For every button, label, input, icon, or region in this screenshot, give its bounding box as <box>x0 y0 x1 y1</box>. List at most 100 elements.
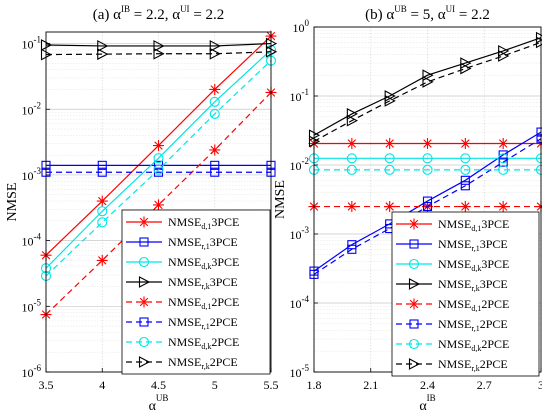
data-point <box>498 150 508 160</box>
data-point <box>497 137 509 149</box>
legend-label: NMSEr,k2PCE <box>438 357 508 373</box>
legend-label: NMSEd,k3PCE <box>438 257 509 273</box>
legend-label: NMSEr,12PCE <box>168 315 238 331</box>
legend-marker <box>409 239 419 249</box>
data-point <box>97 167 107 177</box>
data-point <box>209 40 221 52</box>
x-tick-label: 5 <box>212 378 218 392</box>
panel-title: (a) αIB = 2.2, αUI = 2.2 <box>93 4 225 23</box>
legend: NMSEd,13PCE NMSEr,13PCE NMSEd,k3PCE NMSEr,k… <box>121 209 271 375</box>
legend-item: NMSEr,12PCE <box>396 317 508 333</box>
data-point <box>209 83 221 95</box>
data-point <box>346 153 357 164</box>
legend-label: NMSEd,12PCE <box>438 297 509 313</box>
legend-box <box>121 209 271 375</box>
data-point <box>153 40 165 52</box>
y-tick-label: 10-2 <box>290 156 310 173</box>
data-point <box>459 201 471 213</box>
legend-label: NMSEd,k2PCE <box>168 335 239 351</box>
data-point <box>422 137 433 149</box>
legend-item: NMSEd,k2PCE <box>396 337 509 353</box>
legend-label: NMSEd,k3PCE <box>168 255 239 271</box>
legend-marker <box>408 338 420 350</box>
x-tick-label: 5.5 <box>264 378 279 392</box>
data-point <box>422 201 433 212</box>
legend-item: NMSEr,13PCE <box>126 235 238 251</box>
y-tick-label: 10-1 <box>22 35 42 52</box>
legend-label: NMSEr,k3PCE <box>168 275 238 291</box>
legend-item: NMSEd,12PCE <box>126 295 239 311</box>
series-line <box>45 49 272 269</box>
legend-item: NMSEd,k2PCE <box>126 335 239 351</box>
legend-label: NMSEd,k2PCE <box>438 337 509 353</box>
data-point <box>346 201 358 213</box>
data-point <box>153 140 164 152</box>
data-point <box>384 153 395 164</box>
legend-item: NMSEr,12PCE <box>126 315 238 331</box>
legend-marker <box>408 358 421 370</box>
y-tick-label: 10-4 <box>22 232 42 249</box>
chart-panel-b: 1.8 2.1 2.4 2.7 3 10-5 10-4 10-3 10-2 10-1 100 NMSE… <box>273 4 542 414</box>
x-tick-label: 4.5 <box>151 378 166 392</box>
data-point <box>209 144 221 156</box>
y-tick-label: 10-5 <box>290 363 310 380</box>
data-point <box>97 40 109 52</box>
x-tick-label: 3 <box>538 378 542 392</box>
series-line <box>313 41 542 142</box>
panel-title: (b) αUB = 5, αUI = 2.2 <box>365 4 490 23</box>
legend-box <box>391 211 540 377</box>
x-tick-label: 1.8 <box>307 378 322 392</box>
legend-item: NMSEd,12PCE <box>396 297 509 313</box>
y-tick-label: 10-4 <box>290 294 310 311</box>
data-point <box>460 164 471 175</box>
x-tick-label: 2.1 <box>363 378 378 392</box>
legend-label: NMSEr,k3PCE <box>438 277 508 293</box>
series-line <box>313 138 542 275</box>
data-point <box>497 201 509 213</box>
data-point <box>153 199 164 211</box>
data-point <box>97 217 108 228</box>
data-point <box>460 181 470 191</box>
legend-marker <box>138 216 150 228</box>
x-tick-label: 2.4 <box>420 378 435 392</box>
data-point <box>422 153 433 164</box>
legend-marker <box>139 317 149 327</box>
data-point <box>96 254 108 266</box>
y-axis-title: NMSE <box>5 183 20 222</box>
x-tick-label: 3.5 <box>39 378 54 392</box>
data-point <box>422 164 433 175</box>
legend-label: NMSEr,12PCE <box>438 317 508 333</box>
legend-marker <box>138 296 150 308</box>
data-point <box>384 94 396 107</box>
legend-item: NMSEd,k3PCE <box>396 257 509 273</box>
data-point <box>384 164 395 175</box>
y-tick-label: 100 <box>293 18 310 35</box>
legend-label: NMSEd,12PCE <box>168 295 239 311</box>
y-axis-title: NMSE <box>273 180 288 219</box>
x-axis-title: αUB <box>149 393 169 414</box>
data-point <box>498 50 510 62</box>
legend-marker <box>139 237 149 247</box>
data-point <box>459 137 471 149</box>
data-point <box>422 69 434 82</box>
legend-label: NMSEr,13PCE <box>168 235 238 251</box>
series-1 <box>308 137 542 149</box>
data-point <box>97 48 109 61</box>
data-point <box>460 153 471 164</box>
y-tick-label: 10-2 <box>22 100 42 117</box>
series-line <box>45 51 272 56</box>
x-axis-title: αIB <box>419 393 435 414</box>
data-point <box>460 175 470 185</box>
data-point <box>209 96 220 107</box>
legend-item: NMSEd,13PCE <box>396 217 509 233</box>
legend-marker <box>138 356 151 368</box>
data-point <box>153 47 165 60</box>
data-point <box>422 76 434 88</box>
x-tick-label: 2.7 <box>477 378 492 392</box>
legend-label: NMSEd,13PCE <box>168 215 239 231</box>
legend-marker <box>138 256 150 268</box>
legend-label: NMSEr,k2PCE <box>168 355 238 371</box>
legend-item: NMSEd,k3PCE <box>126 255 239 271</box>
legend-item: NMSEr,k2PCE <box>126 355 238 371</box>
